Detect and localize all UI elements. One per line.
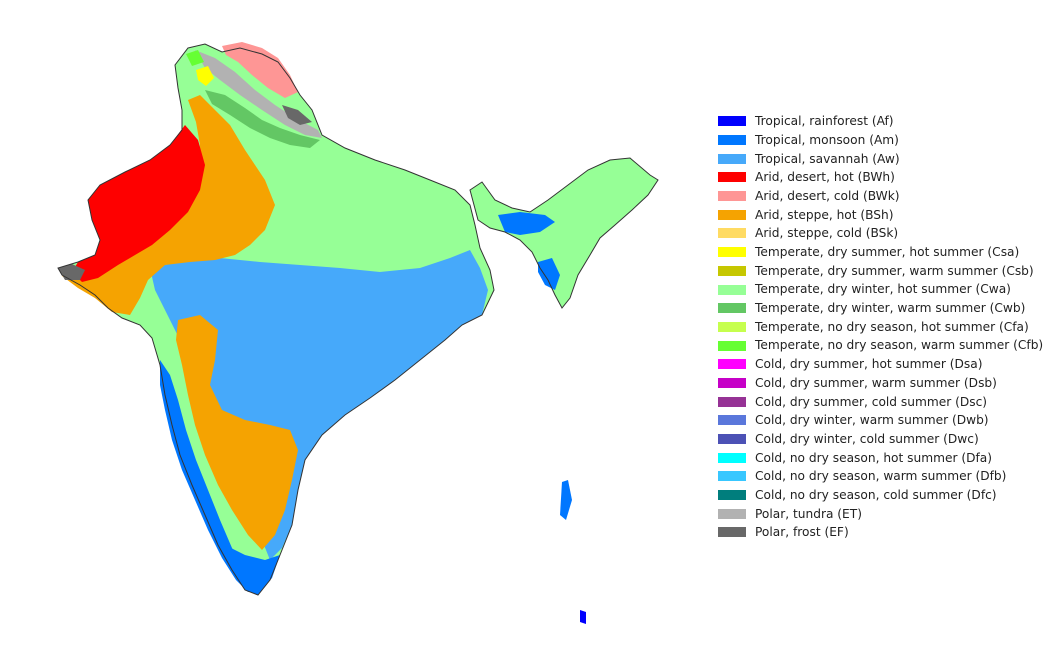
region-northeast-base — [470, 158, 658, 308]
region-savannah — [150, 250, 488, 560]
legend-item: Cold, no dry season, warm summer (Dfb) — [718, 467, 1063, 486]
legend-swatch — [718, 508, 746, 519]
legend-swatch — [718, 340, 746, 351]
legend-label: Cold, no dry season, warm summer (Dfb) — [755, 469, 1007, 484]
legend-swatch — [718, 209, 746, 220]
legend-swatch — [718, 377, 746, 388]
region-himalaya-cwb — [205, 90, 320, 148]
legend-item: Arid, steppe, cold (BSk) — [718, 224, 1063, 243]
legend-label: Arid, desert, hot (BWh) — [755, 170, 895, 185]
region-monsoon-westcoast — [160, 360, 258, 592]
legend-swatch — [718, 153, 746, 164]
climate-legend: Tropical, rainforest (Af) Tropical, monso… — [718, 112, 1063, 542]
legend-item: Cold, no dry season, cold summer (Dfc) — [718, 486, 1063, 505]
region-monsoon-tripura — [538, 258, 560, 290]
legend-swatch — [718, 265, 746, 276]
legend-item: Arid, desert, cold (BWk) — [718, 187, 1063, 206]
legend-swatch — [718, 321, 746, 332]
legend-label: Polar, frost (EF) — [755, 525, 849, 540]
legend-swatch — [718, 116, 746, 127]
legend-item: Temperate, dry summer, hot summer (Csa) — [718, 243, 1063, 262]
legend-label: Polar, tundra (ET) — [755, 506, 862, 521]
legend-swatch — [718, 452, 746, 463]
legend-item: Temperate, dry summer, warm summer (Csb) — [718, 262, 1063, 281]
region-kashmir-polar — [282, 105, 312, 125]
legend-item: Arid, desert, hot (BWh) — [718, 168, 1063, 187]
legend-label: Tropical, savannah (Aw) — [755, 151, 900, 166]
legend-item: Cold, dry summer, hot summer (Dsa) — [718, 355, 1063, 374]
legend-item: Cold, dry winter, warm summer (Dwb) — [718, 411, 1063, 430]
legend-label: Temperate, dry summer, warm summer (Csb) — [755, 263, 1034, 278]
region-steppe-deccan — [176, 315, 298, 550]
region-monsoon-south — [225, 545, 280, 595]
legend-swatch — [718, 434, 746, 445]
legend-item: Cold, dry summer, cold summer (Dsc) — [718, 392, 1063, 411]
region-nicobar-islands — [580, 610, 586, 624]
region-monsoon-northeast — [498, 212, 555, 235]
legend-item: Tropical, savannah (Aw) — [718, 149, 1063, 168]
legend-label: Arid, desert, cold (BWk) — [755, 188, 900, 203]
legend-item: Temperate, no dry season, warm summer (C… — [718, 336, 1063, 355]
legend-label: Arid, steppe, hot (BSh) — [755, 207, 894, 222]
legend-item: Cold, dry winter, cold summer (Dwc) — [718, 430, 1063, 449]
legend-swatch — [718, 284, 746, 295]
legend-swatch — [718, 359, 746, 370]
legend-label: Temperate, no dry season, hot summer (Cf… — [755, 319, 1029, 334]
legend-label: Tropical, rainforest (Af) — [755, 114, 894, 129]
legend-label: Cold, no dry season, cold summer (Dfc) — [755, 487, 997, 502]
legend-label: Cold, dry summer, warm summer (Dsb) — [755, 375, 997, 390]
region-andaman-islands — [560, 480, 572, 520]
legend-swatch — [718, 228, 746, 239]
legend-swatch — [718, 490, 746, 501]
legend-label: Temperate, no dry season, warm summer (C… — [755, 338, 1044, 353]
legend-swatch — [718, 396, 746, 407]
legend-label: Arid, steppe, cold (BSk) — [755, 226, 899, 241]
legend-swatch — [718, 527, 746, 538]
legend-item: Temperate, dry winter, warm summer (Cwb) — [718, 299, 1063, 318]
legend-label: Tropical, monsoon (Am) — [755, 132, 899, 147]
legend-item: Tropical, monsoon (Am) — [718, 131, 1063, 150]
legend-item: Temperate, dry winter, hot summer (Cwa) — [718, 280, 1063, 299]
legend-swatch — [718, 303, 746, 314]
legend-item: Arid, steppe, hot (BSh) — [718, 205, 1063, 224]
region-kashmir-csa — [196, 66, 214, 86]
country-outline — [57, 43, 495, 596]
legend-label: Cold, no dry season, hot summer (Dfa) — [755, 450, 993, 465]
legend-swatch — [718, 471, 746, 482]
region-kashmir-cfb — [186, 50, 204, 66]
legend-item: Temperate, no dry season, hot summer (Cf… — [718, 318, 1063, 337]
legend-label: Temperate, dry summer, hot summer (Csa) — [755, 245, 1020, 260]
legend-label: Temperate, dry winter, hot summer (Cwa) — [755, 282, 1011, 297]
legend-item: Cold, no dry season, hot summer (Dfa) — [718, 448, 1063, 467]
legend-item: Polar, tundra (ET) — [718, 504, 1063, 523]
northeast-outline — [469, 157, 659, 309]
legend-label: Cold, dry summer, hot summer (Dsa) — [755, 357, 983, 372]
legend-label: Cold, dry winter, warm summer (Dwb) — [755, 413, 989, 428]
legend-item: Tropical, rainforest (Af) — [718, 112, 1063, 131]
legend-item: Polar, frost (EF) — [718, 523, 1063, 542]
region-ladakh-colddesert — [222, 42, 298, 98]
legend-item: Cold, dry summer, warm summer (Dsb) — [718, 374, 1063, 393]
region-hot-desert — [72, 125, 205, 282]
legend-label: Cold, dry winter, cold summer (Dwc) — [755, 431, 979, 446]
legend-swatch — [718, 135, 746, 146]
legend-swatch — [718, 247, 746, 258]
legend-swatch — [718, 191, 746, 202]
legend-label: Cold, dry summer, cold summer (Dsc) — [755, 394, 988, 409]
legend-swatch — [718, 172, 746, 183]
legend-swatch — [718, 415, 746, 426]
legend-label: Temperate, dry winter, warm summer (Cwb) — [755, 301, 1026, 316]
